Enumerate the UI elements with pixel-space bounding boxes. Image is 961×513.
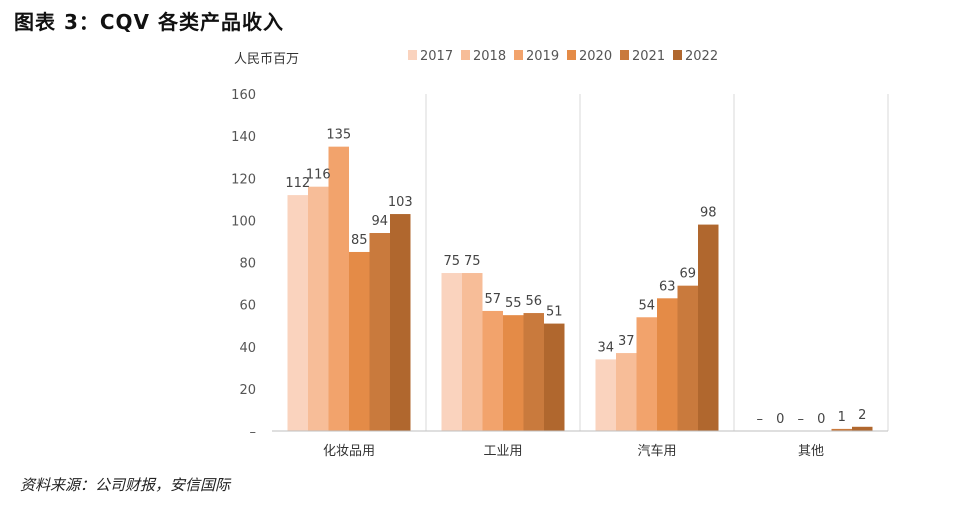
category-label: 汽车用 bbox=[637, 443, 676, 459]
data-label: 1 bbox=[838, 410, 846, 425]
category-label: 工业用 bbox=[483, 444, 522, 459]
data-label: 0 bbox=[817, 412, 825, 427]
data-label: 63 bbox=[659, 279, 676, 294]
bar-2019-0 bbox=[328, 146, 349, 431]
y-tick-label: 80 bbox=[239, 257, 256, 272]
data-label: 85 bbox=[351, 233, 368, 248]
data-label: 57 bbox=[484, 292, 501, 307]
bar-2021-2 bbox=[677, 285, 698, 431]
legend-label: 2017 bbox=[420, 49, 453, 64]
data-label: 116 bbox=[306, 168, 331, 183]
bar-2019-2 bbox=[636, 317, 657, 431]
y-axis-unit-label: 人民币百万 bbox=[234, 52, 299, 67]
bar-2020-2 bbox=[657, 298, 678, 431]
data-label: 0 bbox=[776, 412, 784, 427]
legend-swatch bbox=[673, 50, 682, 60]
category-label: 化妆品用 bbox=[323, 444, 375, 459]
y-tick-label: 140 bbox=[231, 130, 256, 145]
category-label: 其他 bbox=[798, 444, 824, 459]
data-label: 98 bbox=[700, 206, 717, 221]
legend-label: 2020 bbox=[579, 49, 612, 64]
bar-2022-3 bbox=[852, 426, 873, 431]
y-tick-label: 60 bbox=[239, 299, 256, 314]
data-label: 56 bbox=[525, 294, 542, 309]
data-label: 135 bbox=[326, 128, 351, 143]
data-label: – bbox=[757, 412, 764, 427]
legend-swatch bbox=[461, 50, 470, 60]
legend-label: 2018 bbox=[473, 49, 506, 64]
data-label: 55 bbox=[505, 296, 522, 311]
legend-swatch bbox=[514, 50, 523, 60]
data-label: 103 bbox=[388, 195, 413, 210]
legend-swatch bbox=[408, 50, 417, 60]
data-label: 94 bbox=[371, 214, 388, 229]
y-tick-label: 20 bbox=[239, 383, 256, 398]
bar-2018-2 bbox=[616, 353, 637, 431]
data-label: 75 bbox=[443, 254, 460, 269]
data-label: – bbox=[798, 412, 805, 427]
y-tick-label: 100 bbox=[231, 214, 256, 229]
y-tick-label: 40 bbox=[239, 341, 256, 356]
data-label: 69 bbox=[679, 267, 696, 282]
legend-label: 2022 bbox=[685, 49, 718, 64]
y-tick-label: 160 bbox=[231, 88, 256, 103]
bar-2018-1 bbox=[462, 273, 483, 431]
bar-2018-0 bbox=[308, 186, 329, 431]
bar-2022-2 bbox=[698, 224, 719, 431]
bar-2021-1 bbox=[523, 313, 544, 431]
data-label: 75 bbox=[464, 254, 481, 269]
legend-label: 2019 bbox=[526, 49, 559, 64]
legend-label: 2021 bbox=[632, 49, 665, 64]
bar-2017-1 bbox=[441, 273, 462, 431]
bar-2017-0 bbox=[287, 195, 308, 431]
y-tick-label: – bbox=[250, 425, 257, 440]
data-label: 51 bbox=[546, 305, 563, 320]
figure-title: 图表 3：CQV 各类产品收入 bbox=[14, 10, 284, 34]
legend-swatch bbox=[620, 50, 629, 60]
bar-2022-1 bbox=[544, 323, 565, 431]
data-label: 2 bbox=[858, 408, 866, 423]
source-note: 资料来源：公司财报，安信国际 bbox=[20, 476, 231, 494]
bar-2017-2 bbox=[595, 359, 616, 431]
bar-2019-1 bbox=[482, 310, 503, 431]
bar-2021-0 bbox=[369, 233, 390, 431]
bar-2020-1 bbox=[503, 315, 524, 431]
data-label: 112 bbox=[285, 176, 310, 191]
data-label: 34 bbox=[597, 340, 614, 355]
bar-2020-0 bbox=[349, 251, 370, 431]
y-tick-label: 120 bbox=[231, 172, 256, 187]
legend-swatch bbox=[567, 50, 576, 60]
bar-2022-0 bbox=[390, 214, 411, 431]
data-label: 37 bbox=[618, 334, 635, 349]
bar-2021-3 bbox=[831, 428, 852, 431]
data-label: 54 bbox=[638, 298, 655, 313]
